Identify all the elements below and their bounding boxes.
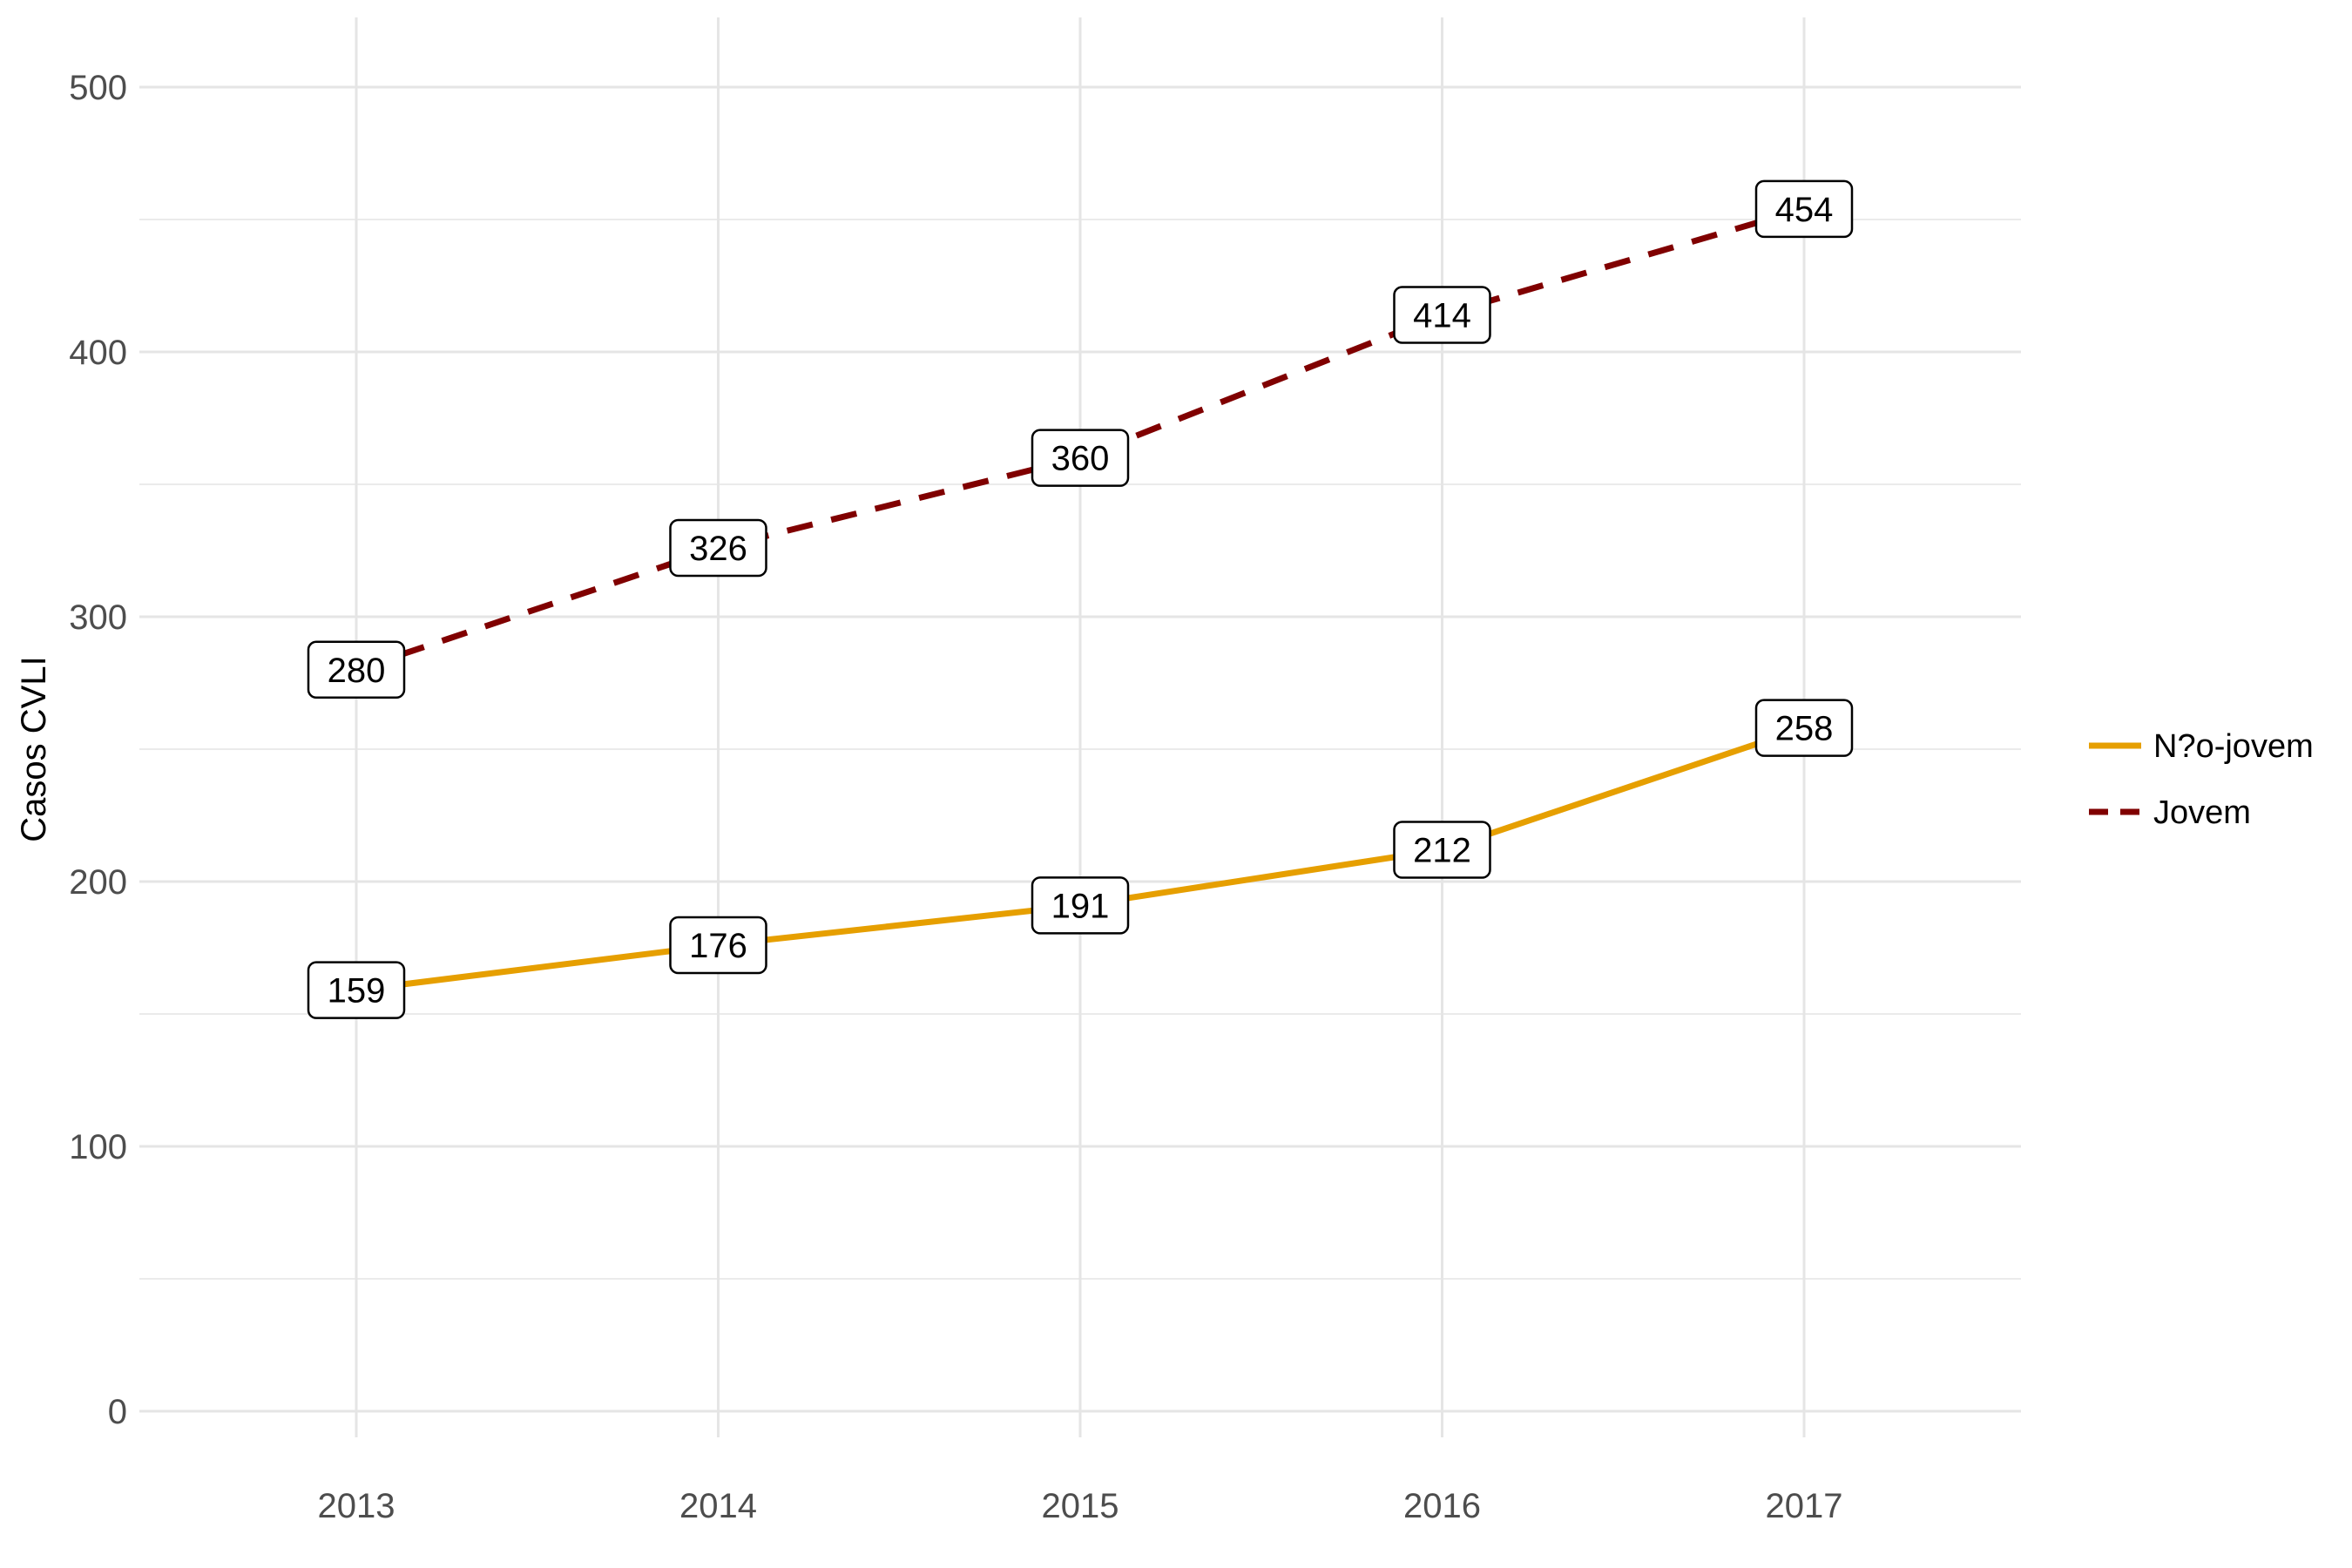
grid-lines	[139, 17, 2021, 1437]
data-label-value: 280	[328, 652, 386, 690]
data-label-value: 159	[328, 972, 386, 1010]
data-label-value: 191	[1051, 887, 1110, 925]
data-label-value: 454	[1775, 191, 1834, 229]
data-label-box	[1393, 821, 1491, 879]
data-label: 176	[669, 916, 767, 975]
data-label-box	[307, 640, 406, 700]
data-label-box	[1754, 699, 1854, 757]
data-label-value: 212	[1413, 832, 1471, 870]
data-label: 212	[1393, 821, 1491, 879]
data-label-value: 360	[1051, 440, 1110, 478]
y-tick-label: 0	[108, 1393, 127, 1431]
y-tick-label: 300	[69, 598, 127, 637]
data-label-box	[669, 916, 767, 975]
y-tick-label: 100	[69, 1128, 127, 1166]
data-label-box	[1031, 876, 1130, 935]
data-label: 258	[1754, 699, 1854, 757]
x-tick-label: 2015	[1042, 1487, 1119, 1525]
data-label: 326	[669, 518, 767, 578]
data-labels: 159 176 191 212 258 280 326 360 414 454	[307, 179, 1854, 1019]
series-line-1	[355, 206, 1805, 673]
y-tick-label: 200	[69, 863, 127, 902]
y-axis: 0 100 200 300 400 500	[69, 69, 127, 1431]
data-label-value: 258	[1775, 710, 1834, 748]
x-tick-label: 2017	[1766, 1487, 1843, 1525]
data-label: 159	[307, 961, 406, 1019]
y-axis-title: Casos CVLI	[15, 656, 53, 841]
data-label-value: 414	[1413, 296, 1471, 335]
y-tick-label: 500	[69, 69, 127, 107]
data-label-box	[1393, 286, 1491, 344]
x-tick-label: 2014	[679, 1487, 757, 1525]
data-label-box	[1031, 429, 1130, 487]
legend: N?o-jovem Jovem	[2089, 728, 2314, 831]
data-label-value: 176	[689, 927, 747, 965]
legend-label-0: N?o-jovem	[2153, 728, 2314, 765]
data-label-box	[307, 961, 406, 1019]
data-label: 414	[1393, 286, 1491, 344]
data-label-box	[669, 518, 767, 578]
data-label-value: 326	[689, 530, 747, 568]
x-axis: 2013 2014 2015 2016 2017	[318, 1487, 1843, 1525]
data-label: 360	[1031, 429, 1130, 487]
data-label-box	[1754, 179, 1854, 239]
x-tick-label: 2013	[318, 1487, 395, 1525]
x-tick-label: 2016	[1403, 1487, 1481, 1525]
legend-label-1: Jovem	[2153, 794, 2251, 831]
y-tick-label: 400	[69, 334, 127, 372]
data-label: 454	[1754, 179, 1854, 239]
data-label: 191	[1031, 876, 1130, 935]
data-label: 280	[307, 640, 406, 700]
